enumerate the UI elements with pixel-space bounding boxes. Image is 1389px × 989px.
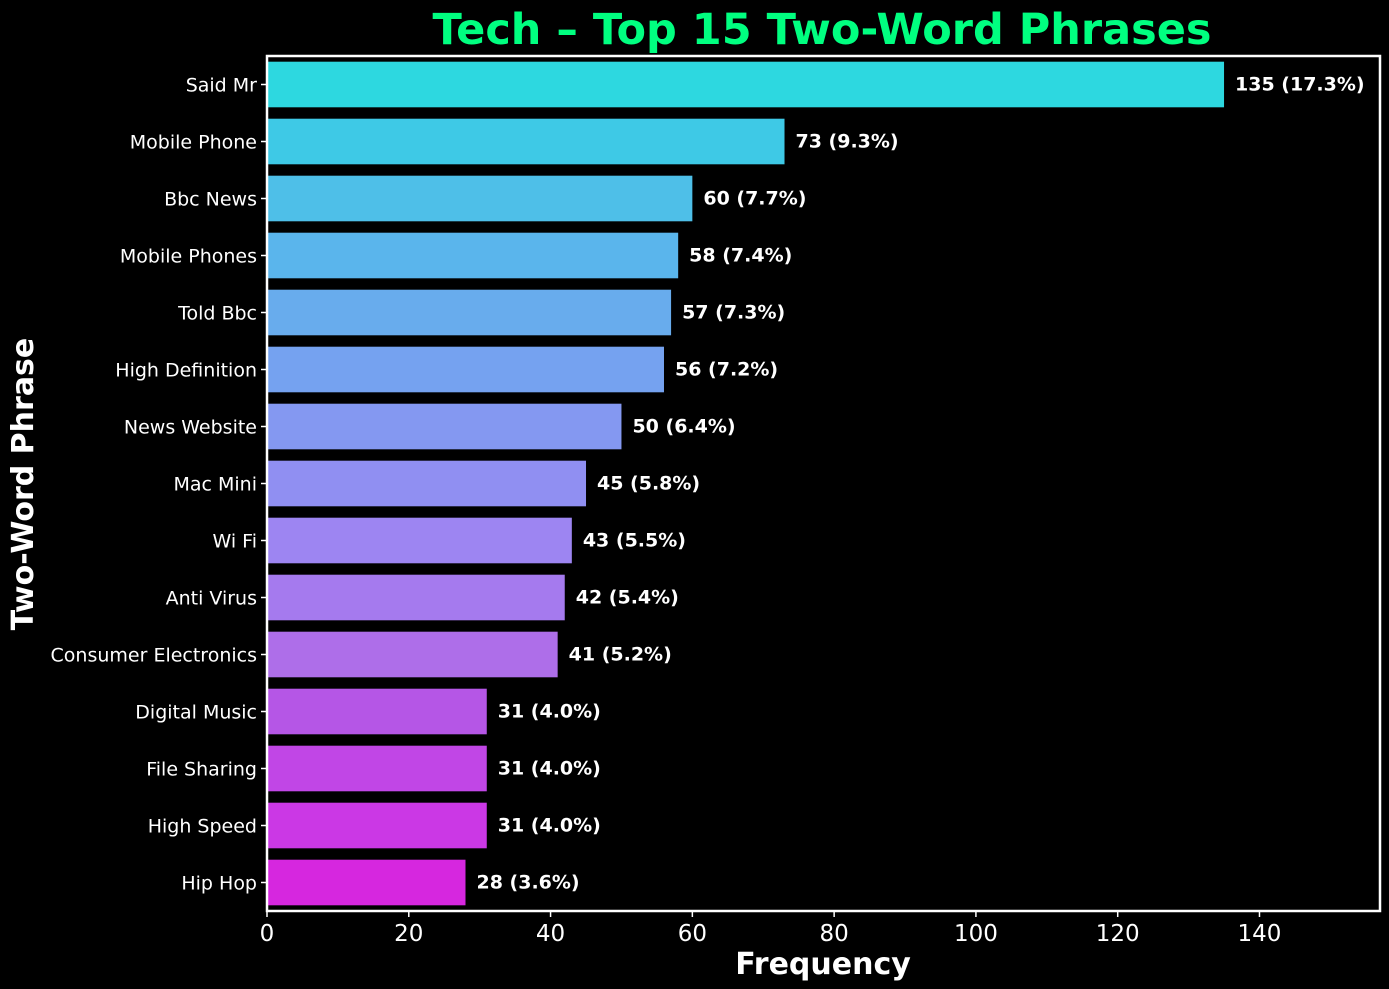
x-tick-label: 60 [678, 921, 707, 947]
bar-value-label: 28 (3.6%) [476, 872, 579, 894]
x-axis: 0 20 40 60 80 100 120 140 [260, 911, 1282, 947]
bar-value-label: 73 (9.3%) [796, 131, 899, 153]
y-tick-label: Bbc News [164, 189, 257, 211]
bar-value-label: 31 (4.0%) [498, 701, 601, 723]
y-tick-label: Consumer Electronics [51, 645, 257, 667]
bar-value-label: 45 (5.8%) [597, 473, 700, 495]
bar-value-label: 58 (7.4%) [689, 245, 792, 267]
y-tick-label: Anti Virus [166, 588, 257, 610]
bar [267, 802, 487, 849]
bar-value-label: 57 (7.3%) [682, 302, 785, 324]
y-tick-label: Said Mr [186, 75, 257, 97]
y-axis: Said Mr Mobile Phone Bbc News Mobile Phones… [51, 75, 267, 895]
bar [267, 859, 466, 906]
bar-value-label: 50 (6.4%) [632, 416, 735, 438]
bar [267, 403, 622, 450]
bar [267, 631, 558, 678]
bar [267, 574, 565, 621]
y-tick-label: Mobile Phones [120, 246, 257, 268]
x-tick-label: 20 [394, 921, 423, 947]
bar-value-label: 60 (7.7%) [703, 188, 806, 210]
y-tick-label: Mac Mini [173, 474, 257, 496]
y-tick-label: Digital Music [135, 702, 257, 724]
bar [267, 118, 785, 165]
x-tick-label: 100 [954, 921, 998, 947]
y-tick-label: Wi Fi [212, 531, 257, 553]
bar [267, 346, 664, 393]
y-tick-label: High Definition [115, 360, 257, 382]
bar [267, 460, 587, 507]
bar-value-label: 31 (4.0%) [498, 758, 601, 780]
bar [267, 517, 572, 564]
bar [267, 61, 1225, 108]
y-tick-label: Told Bbc [177, 303, 257, 325]
bar [267, 745, 487, 792]
y-tick-label: File Sharing [146, 759, 257, 781]
plot-frame [265, 54, 1382, 913]
bar [267, 175, 693, 222]
bar-value-label: 41 (5.2%) [569, 644, 672, 666]
bar-value-label: 135 (17.3%) [1235, 74, 1365, 96]
x-axis-label: Frequency [735, 947, 911, 982]
y-tick-label: Hip Hop [181, 873, 257, 895]
y-axis-label: Two-Word Phrase [6, 338, 41, 631]
bars-group [267, 61, 1225, 906]
x-tick-label: 80 [819, 921, 848, 947]
chart-title: Tech – Top 15 Two-Word Phrases [433, 5, 1212, 55]
y-tick-label: News Website [124, 417, 257, 439]
bar [267, 289, 672, 336]
bar-value-label: 56 (7.2%) [675, 359, 778, 381]
bar-value-label: 42 (5.4%) [576, 587, 679, 609]
bar-value-label: 43 (5.5%) [583, 530, 686, 552]
bar-value-label: 31 (4.0%) [498, 815, 601, 837]
bar [267, 688, 487, 735]
y-tick-label: Mobile Phone [130, 132, 257, 154]
bar-labels-group: 135 (17.3%) 73 (9.3%) 60 (7.7%) 58 (7.4%) 57… [476, 74, 1364, 894]
x-tick-label: 120 [1096, 921, 1140, 947]
x-tick-label: 40 [536, 921, 565, 947]
y-tick-label: High Speed [148, 816, 257, 838]
x-tick-label: 0 [260, 921, 275, 947]
x-tick-label: 140 [1238, 921, 1282, 947]
bar [267, 232, 679, 279]
